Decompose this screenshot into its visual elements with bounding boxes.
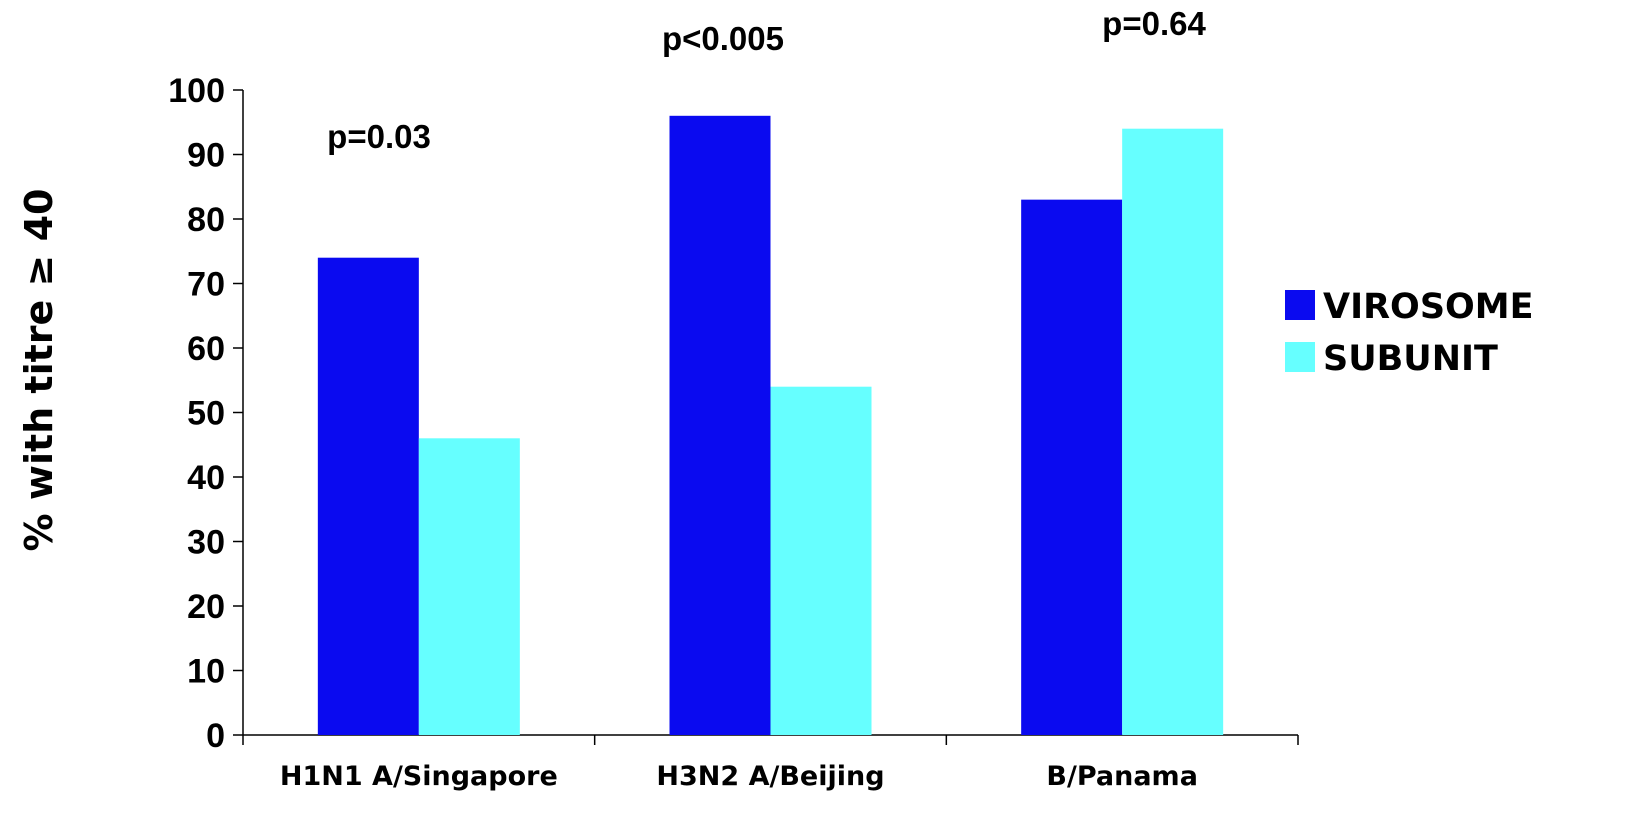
- bar-subunit-2: [770, 386, 872, 735]
- x-category-label: B/Panama: [1046, 761, 1198, 792]
- legend-swatch-virosome: [1285, 290, 1315, 320]
- y-tick-label: 80: [187, 201, 225, 239]
- p-value-annotation: p<0.005: [662, 20, 784, 57]
- bar-virosome-1: [317, 257, 419, 735]
- bar-virosome-3: [1021, 199, 1123, 735]
- y-tick-label: 70: [187, 266, 225, 304]
- y-tick-label: 60: [187, 330, 225, 368]
- y-tick-label: 40: [187, 459, 225, 497]
- legend-label-virosome: VIROSOME: [1323, 287, 1534, 327]
- x-category-label: H3N2 A/Beijing: [656, 761, 884, 792]
- y-tick-label: 100: [168, 72, 225, 110]
- y-tick-label: 10: [187, 653, 225, 691]
- y-tick-label: 90: [187, 137, 225, 175]
- legend-swatch-subunit: [1285, 342, 1315, 372]
- bar-subunit-1: [418, 438, 520, 735]
- p-value-annotation: p=0.03: [327, 118, 431, 155]
- y-tick-label: 0: [206, 717, 225, 755]
- y-tick-label: 30: [187, 524, 225, 562]
- y-tick-label: 20: [187, 588, 225, 626]
- bar-virosome-2: [669, 115, 771, 736]
- y-axis-title: % with titre ≥ 40: [17, 189, 61, 552]
- y-tick-label: 50: [187, 395, 225, 433]
- legend-label-subunit: SUBUNIT: [1323, 339, 1498, 379]
- p-value-annotation: p=0.64: [1102, 5, 1206, 42]
- bar-subunit-3: [1122, 128, 1224, 735]
- x-category-label: H1N1 A/Singapore: [280, 761, 558, 792]
